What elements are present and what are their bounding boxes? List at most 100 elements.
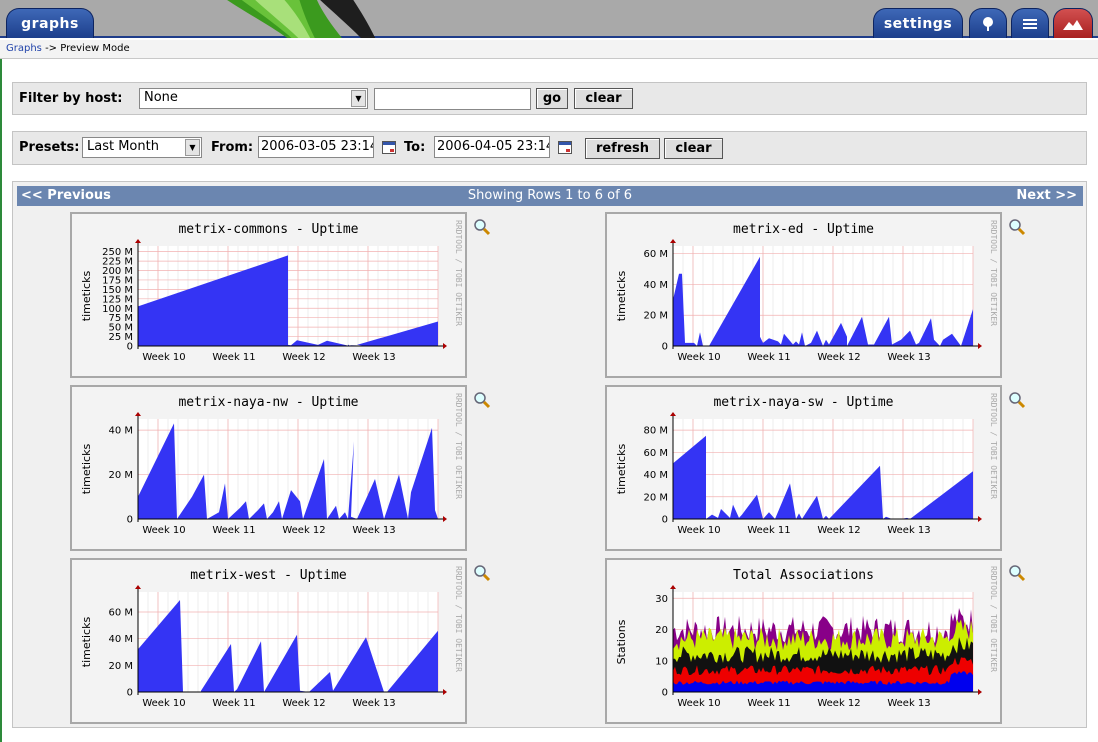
- graph-chart: 0 20 M 40 M 60 M Week 10 Week 11 Week 12 Week 1…: [615, 239, 982, 363]
- filter-host-label: Filter by host:: [19, 91, 123, 106]
- y-axis-label: timeticks: [615, 271, 628, 322]
- y-tick-label: 250 M: [102, 247, 133, 258]
- graph-card[interactable]: 0 20 M 40 M 60 M Week 10 Week 11 Week 12 Week 1…: [70, 558, 467, 724]
- y-axis-label: timeticks: [80, 271, 93, 322]
- x-tick-label: Week 10: [677, 352, 720, 363]
- graph-card[interactable]: 0 20 M 40 M Week 10 Week 11 Week 12 Week 13 tim…: [70, 385, 467, 551]
- x-tick-label: Week 12: [817, 698, 860, 709]
- zoom-icon[interactable]: [1008, 218, 1026, 236]
- timespan-clear-button[interactable]: clear: [664, 138, 723, 159]
- tab-tree-view[interactable]: [969, 8, 1007, 38]
- calendar-icon[interactable]: [382, 141, 396, 154]
- zoom-icon[interactable]: [473, 218, 491, 236]
- breadcrumb-current: -> Preview Mode: [45, 43, 130, 54]
- y-tick-label: 75 M: [108, 313, 133, 324]
- uptime-area: [138, 600, 438, 692]
- y-tick-label: 125 M: [102, 294, 133, 305]
- tab-preview-view[interactable]: [1053, 8, 1093, 38]
- graph-card[interactable]: 0 10 20 30 Week 10 Week 11 Week 12 Week 13 Stati…: [605, 558, 1002, 724]
- timespan-bar: Presets: Last Month ▼ From: 2006-03-05 2…: [12, 131, 1087, 165]
- next-page-link[interactable]: Next >>: [1016, 188, 1077, 203]
- graph-title: metrix-naya-nw - Uptime: [178, 395, 359, 410]
- chevron-down-icon: ▼: [185, 139, 200, 156]
- x-tick-label: Week 11: [747, 352, 790, 363]
- zoom-icon[interactable]: [473, 564, 491, 582]
- breadcrumb-graphs-link[interactable]: Graphs: [6, 43, 42, 54]
- left-border: [0, 59, 2, 742]
- graph-card[interactable]: 0 20 M 40 M 60 M 80 M Week 10 Week 11 Week 12 We…: [605, 385, 1002, 551]
- x-tick-label: Week 10: [142, 352, 185, 363]
- y-axis-label: timeticks: [80, 617, 93, 668]
- filter-clear-button[interactable]: clear: [574, 88, 633, 109]
- y-tick-label: 80 M: [643, 426, 668, 437]
- zoom-icon[interactable]: [1008, 391, 1026, 409]
- list-icon: [1023, 18, 1037, 29]
- y-tick-label: 100 M: [102, 304, 133, 315]
- presets-select-value: Last Month: [87, 139, 159, 154]
- x-tick-label: Week 11: [747, 525, 790, 536]
- presets-select[interactable]: Last Month ▼: [82, 137, 202, 158]
- tab-graphs[interactable]: graphs: [6, 8, 94, 38]
- go-button[interactable]: go: [536, 88, 568, 109]
- from-date-input[interactable]: 2006-03-05 23:14: [258, 136, 374, 158]
- graph-title: metrix-commons - Uptime: [178, 222, 359, 237]
- tab-settings[interactable]: settings: [873, 8, 963, 38]
- y-tick-label: 20: [655, 625, 668, 636]
- from-label: From:: [211, 140, 254, 155]
- previous-page-link[interactable]: << Previous: [21, 188, 111, 203]
- rrdtool-watermark: RRDTOOL / TOBI OETIKER: [989, 220, 998, 326]
- rrdtool-watermark: RRDTOOL / TOBI OETIKER: [454, 393, 463, 499]
- pagination-bar: << Previous Showing Rows 1 to 6 of 6 Nex…: [17, 186, 1083, 206]
- graph-chart: 0 20 M 40 M 60 M 80 M Week 10 Week 11 Week 12 We…: [615, 412, 982, 536]
- y-tick-label: 0: [662, 342, 668, 353]
- y-tick-label: 40 M: [643, 280, 668, 291]
- graph-title: metrix-west - Uptime: [190, 568, 347, 583]
- cacti-logo: [220, 0, 400, 38]
- host-search-input[interactable]: [374, 88, 531, 110]
- rrdtool-watermark: RRDTOOL / TOBI OETIKER: [989, 566, 998, 672]
- y-axis-label: timeticks: [80, 444, 93, 495]
- graph-card[interactable]: 0 25 M 50 M 75 M 100 M 125 M 150 M 175 M 200 M 22…: [70, 212, 467, 378]
- rrdtool-watermark: RRDTOOL / TOBI OETIKER: [454, 220, 463, 326]
- x-tick-label: Week 11: [747, 698, 790, 709]
- rrdtool-watermark: RRDTOOL / TOBI OETIKER: [989, 393, 998, 499]
- y-tick-label: 25 M: [108, 332, 133, 343]
- host-select[interactable]: None ▼: [139, 88, 368, 109]
- chevron-down-icon: ▼: [351, 90, 366, 107]
- tab-list-view[interactable]: [1011, 8, 1049, 38]
- preview-icon: [1063, 19, 1083, 30]
- graph-card[interactable]: 0 20 M 40 M 60 M Week 10 Week 11 Week 12 Week 1…: [605, 212, 1002, 378]
- y-tick-label: 175 M: [102, 275, 133, 286]
- x-tick-label: Week 12: [282, 698, 325, 709]
- y-tick-label: 0: [127, 342, 133, 353]
- x-tick-label: Week 10: [677, 698, 720, 709]
- x-tick-label: Week 13: [887, 698, 930, 709]
- breadcrumb: Graphs -> Preview Mode: [0, 40, 1098, 59]
- x-tick-label: Week 11: [212, 525, 255, 536]
- rrdtool-watermark: RRDTOOL / TOBI OETIKER: [454, 566, 463, 672]
- x-tick-label: Week 11: [212, 352, 255, 363]
- graph-title: metrix-naya-sw - Uptime: [713, 395, 894, 410]
- x-tick-label: Week 13: [887, 352, 930, 363]
- y-axis-label: timeticks: [615, 444, 628, 495]
- y-tick-label: 60 M: [643, 448, 668, 459]
- y-tick-label: 225 M: [102, 257, 133, 268]
- calendar-icon[interactable]: [558, 141, 572, 154]
- zoom-icon[interactable]: [473, 391, 491, 409]
- x-tick-label: Week 12: [817, 352, 860, 363]
- host-select-value: None: [144, 90, 178, 105]
- y-tick-label: 40 M: [108, 634, 133, 645]
- y-tick-label: 40 M: [108, 426, 133, 437]
- x-tick-label: Week 10: [142, 698, 185, 709]
- y-tick-label: 150 M: [102, 285, 133, 296]
- y-axis-label: Stations: [615, 619, 628, 664]
- refresh-button[interactable]: refresh: [585, 138, 660, 159]
- x-tick-label: Week 11: [212, 698, 255, 709]
- rows-status: Showing Rows 1 to 6 of 6: [467, 188, 633, 203]
- to-date-input[interactable]: 2006-04-05 23:14: [434, 136, 550, 158]
- zoom-icon[interactable]: [1008, 564, 1026, 582]
- y-tick-label: 20 M: [643, 492, 668, 503]
- x-tick-label: Week 10: [677, 525, 720, 536]
- x-tick-label: Week 13: [352, 698, 395, 709]
